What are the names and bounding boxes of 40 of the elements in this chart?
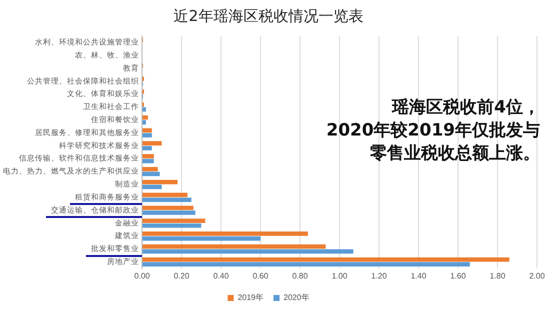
x-tick-label: 0.20	[174, 271, 190, 280]
annotation: 瑶海区税收前4位，2020年较2019年仅批发与零售业税收总额上涨。	[326, 97, 540, 164]
bar	[142, 232, 308, 236]
bar	[142, 154, 154, 158]
bar	[142, 223, 202, 228]
bar	[142, 107, 146, 112]
bar	[142, 206, 194, 210]
bar	[142, 184, 162, 190]
bar	[142, 257, 510, 262]
bar	[142, 115, 148, 120]
bar	[142, 120, 146, 125]
bar	[142, 141, 162, 146]
bar	[142, 146, 152, 150]
x-tick-label: 1.20	[371, 271, 388, 280]
x-tick-label: 1.60	[450, 271, 466, 280]
bar	[142, 180, 178, 184]
bar	[142, 158, 154, 164]
bar	[142, 218, 206, 223]
x-tick-label: 1.00	[332, 271, 348, 280]
chart-title: 近2年瑶海区税收情况一览表	[174, 6, 364, 25]
x-tick-label: 1.40	[410, 271, 427, 280]
legend-label: 2020年	[284, 293, 310, 302]
x-tick-label: 0.40	[213, 271, 230, 280]
x-tick-label: 0.80	[292, 271, 308, 280]
x-tick-label: 0.00	[134, 271, 150, 280]
bar	[142, 198, 192, 202]
bar	[142, 210, 196, 215]
bar	[142, 249, 354, 254]
x-tick-label: 1.80	[490, 271, 506, 280]
bar	[142, 128, 152, 133]
x-tick-label: 0.60	[252, 271, 269, 280]
bar	[142, 244, 326, 249]
bar	[142, 133, 152, 138]
bar	[142, 236, 260, 241]
bar	[142, 172, 160, 176]
bar	[142, 166, 158, 172]
legend-label: 2019年	[238, 293, 264, 302]
bar	[142, 192, 188, 198]
bar	[142, 262, 470, 267]
x-tick-label: 2.00	[529, 271, 546, 280]
